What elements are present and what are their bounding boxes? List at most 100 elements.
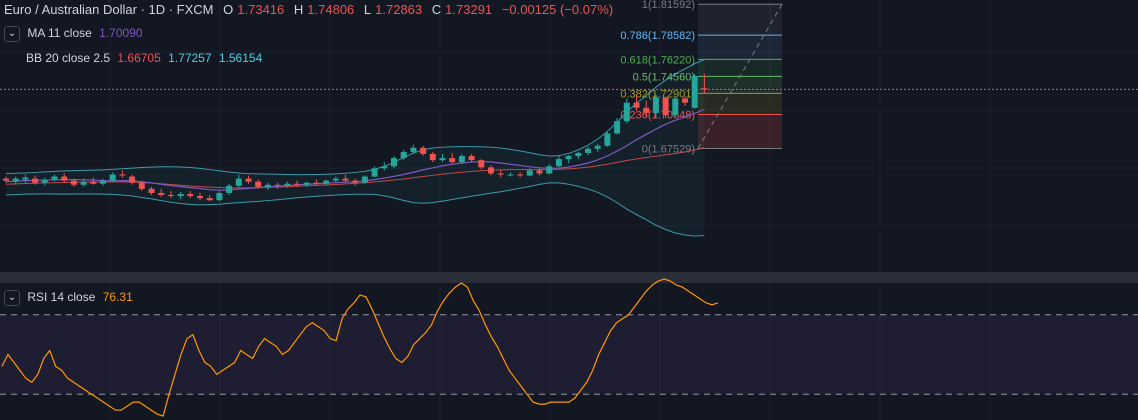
candle-body (294, 183, 300, 185)
candle-body (32, 178, 39, 183)
candle (342, 174, 349, 183)
fib-zone (698, 93, 782, 115)
candle-body (148, 188, 155, 193)
candle (391, 156, 397, 169)
pane-separator (0, 272, 1138, 283)
candle-body (187, 193, 194, 197)
candle-body (420, 147, 427, 154)
candlesticks (3, 73, 708, 202)
candle (400, 149, 407, 161)
candle (701, 73, 708, 94)
candle-body (633, 102, 640, 108)
rsi-value: 76.31 (102, 290, 133, 305)
rsi-label: RSI 14 close (27, 290, 96, 305)
candle-body (41, 179, 48, 183)
candle (167, 190, 174, 199)
candle (32, 175, 39, 185)
candle (652, 94, 659, 119)
candle-body (517, 174, 524, 176)
fibonacci-retracement: 1(1.81592) 0.786(1.78582) 0.618(1.76220) 0.… (0, 0, 1138, 156)
candle-body (507, 174, 514, 176)
candle-body (119, 174, 126, 176)
candle-body (22, 177, 29, 180)
candle (41, 177, 48, 186)
candle-body (526, 170, 533, 176)
ma-value: 1.70090 (99, 26, 143, 41)
candle (12, 176, 19, 185)
candle-body (691, 75, 698, 108)
candle (352, 178, 359, 186)
low-key: L (363, 2, 372, 17)
candle-body (197, 196, 203, 199)
candle-body (332, 178, 339, 181)
candle (458, 153, 465, 165)
candle-body (313, 182, 320, 184)
pane-divider (0, 272, 1138, 283)
candle (206, 195, 213, 202)
fib-zone (698, 4, 782, 36)
candle (575, 151, 582, 160)
chevron-down-icon[interactable]: ⌄ (4, 26, 20, 42)
fib-level-label: 0.786(1.78582) (620, 30, 695, 42)
candle (478, 159, 485, 170)
candle (381, 162, 388, 171)
candle (70, 178, 77, 187)
candle-body (274, 184, 281, 186)
candle-body (643, 107, 650, 113)
candle (109, 172, 116, 182)
symbol-title[interactable]: Euro / Australian Dollar · 1D · FXCM (4, 2, 214, 17)
candle (235, 174, 242, 188)
bb-legend[interactable]: BB 20 close 2.5 1.66705 1.77257 1.56154 (26, 51, 266, 65)
candle-body (662, 97, 669, 115)
candle (565, 154, 572, 164)
low-value: 1.72863 (375, 2, 423, 17)
candle (313, 179, 320, 186)
rsi-legend[interactable]: ⌄ RSI 14 close 76.31 (4, 290, 137, 306)
candle-body (303, 182, 310, 185)
candle (623, 98, 630, 124)
candle (323, 179, 330, 186)
candle-body (109, 174, 116, 181)
candle (429, 151, 436, 163)
candle-body (468, 156, 475, 161)
candle-body (138, 182, 145, 189)
candle-body (61, 176, 68, 181)
rsi-line (1, 278, 719, 417)
candle (526, 168, 533, 177)
ma-legend[interactable]: ⌄ MA 11 close 1.70090 (4, 26, 147, 42)
candle-body (614, 121, 621, 134)
candle (643, 100, 650, 118)
candle-body (594, 145, 601, 149)
bb-upper-value: 1.77257 (168, 51, 212, 65)
fib-trend-line (697, 3, 783, 149)
candle (264, 182, 271, 190)
candle (245, 175, 252, 184)
candle (138, 180, 145, 191)
candle-body (323, 180, 330, 184)
candle (507, 172, 514, 177)
bollinger-upper-line (5, 59, 705, 176)
candle-body (429, 153, 436, 161)
candle (22, 174, 29, 183)
candle (555, 156, 562, 168)
candle-body (536, 170, 543, 174)
chevron-down-icon[interactable]: ⌄ (4, 290, 20, 306)
candle-body (70, 180, 77, 185)
candle (119, 170, 126, 178)
candle-body (391, 158, 397, 167)
candle-body (3, 178, 9, 181)
candle-body (410, 147, 417, 152)
candle-body (100, 180, 106, 184)
candle (536, 168, 543, 176)
candle-body (129, 176, 136, 183)
close-key: C (431, 2, 442, 17)
candle-body (206, 198, 213, 201)
candle-body (51, 176, 58, 180)
symbol-header: Euro / Australian Dollar · 1D · FXCM O 1.… (4, 2, 619, 17)
candle-body (439, 158, 446, 161)
high-value: 1.74806 (307, 2, 355, 17)
candle (332, 176, 339, 183)
candle (226, 183, 233, 196)
